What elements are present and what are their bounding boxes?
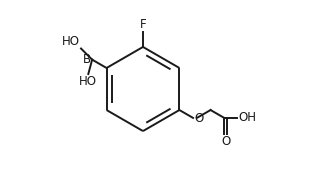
Text: B: B bbox=[83, 53, 91, 66]
Text: O: O bbox=[221, 135, 230, 148]
Text: F: F bbox=[140, 18, 146, 31]
Text: HO: HO bbox=[62, 35, 80, 48]
Text: OH: OH bbox=[238, 111, 256, 124]
Text: HO: HO bbox=[79, 75, 97, 88]
Text: O: O bbox=[194, 112, 203, 125]
